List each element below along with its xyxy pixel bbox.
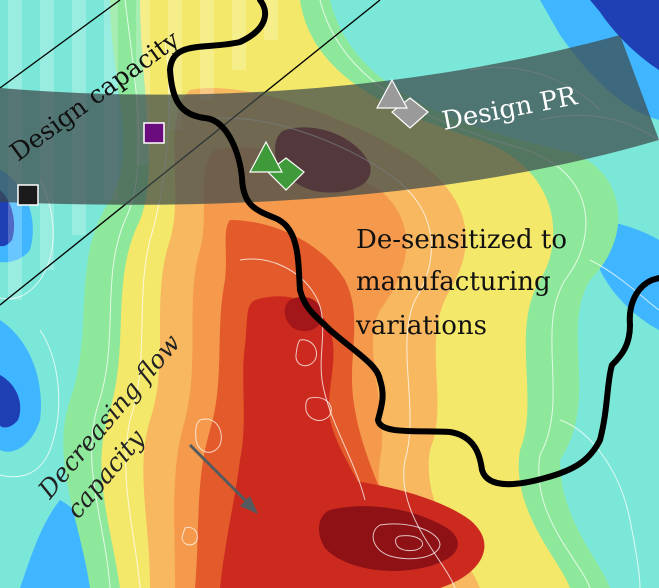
contour-peak-mid [284,296,322,332]
contour-peak-bottom [318,506,458,571]
black-square-marker [17,184,39,206]
design-markers [17,78,429,206]
green-triangle-marker [249,140,283,173]
gray-triangle-marker [375,78,409,109]
decreasing-capacity-arrow [188,443,258,514]
desensitized-label-line3: variations [355,311,487,341]
desensitized-label-line1: De-sensitized to [356,225,567,255]
design-capacity-upper-edge [0,0,121,89]
contour-blue-right [600,220,659,330]
contour-deep-blue-left [0,375,21,428]
contour-deep-blue-mid-left [0,190,15,247]
design-pr-band [0,35,659,205]
arrow-head [240,496,258,514]
feasibility-boundary-curve [167,0,659,488]
contour-deep-blue-top-right [590,0,659,70]
purple-square-marker [143,122,165,144]
desensitized-label-line2: manufacturing [356,267,551,297]
